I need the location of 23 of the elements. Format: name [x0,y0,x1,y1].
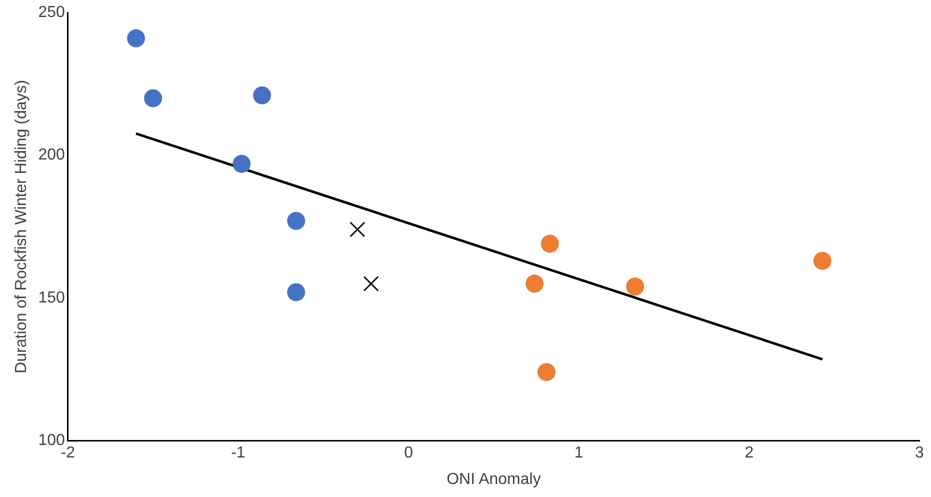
point [232,154,251,173]
point [287,212,306,230]
y-tick-label: 250 [38,4,65,22]
y-axis-title: Duration of Rockfish Winter Hiding (days) [13,80,30,374]
point [537,363,556,382]
point [813,252,832,270]
point [626,278,644,296]
point [253,86,272,104]
y-tick-label: 150 [38,289,65,306]
point [144,89,162,108]
y-tick-label: 200 [38,146,65,164]
x-tick-label: 2 [744,444,754,462]
x-tick-label: 1 [574,444,584,462]
x-tick-label: 0 [404,444,414,462]
point [127,29,146,48]
point [540,234,559,253]
point [526,274,544,293]
point [287,283,306,302]
x-tick-label: -1 [231,444,246,462]
x-tick-label: 3 [915,444,924,462]
x-axis-title: ONI Anomaly [446,470,541,488]
point [363,276,379,292]
point [350,222,366,238]
